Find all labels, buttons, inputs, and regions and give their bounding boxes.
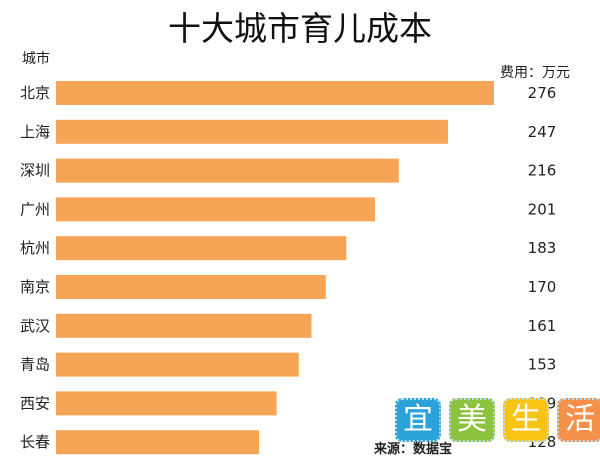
category-label: 上海 [20,123,50,141]
y-axis-label: 城市 [22,51,50,67]
source-note: 来源：数据宝 [374,442,453,456]
value-label: 201 [528,200,557,218]
value-label: 276 [528,84,557,102]
bar [56,119,448,144]
watermark-char: 生 [503,398,549,442]
category-label: 南京 [20,278,50,296]
watermark-char: 活 [557,398,600,442]
value-label: 216 [528,162,557,180]
category-label: 北京 [20,84,50,102]
watermark-logo: 宜美生活 [395,398,600,442]
chart-title: 十大城市育儿成本 [168,9,432,48]
category-label: 杭州 [20,239,50,257]
value-label: 170 [528,278,557,296]
category-label: 西安 [20,394,50,412]
watermark-char: 美 [449,398,495,442]
category-label: 武汉 [20,317,50,335]
bar [56,236,347,261]
category-label: 长春 [20,433,50,451]
value-label: 161 [528,317,557,335]
bar [56,430,260,455]
bar [56,158,399,183]
value-label: 247 [528,123,557,141]
category-label: 广州 [20,200,50,218]
value-label: 183 [528,239,557,257]
unit-label: 费用：万元 [500,65,570,81]
watermark-char: 宜 [395,398,441,442]
bar [56,197,375,222]
category-label: 深圳 [20,162,50,180]
bar [56,352,299,377]
bar [56,275,326,299]
category-label: 青岛 [20,356,50,374]
value-label: 153 [528,356,557,374]
bar [56,391,277,416]
bar [56,81,494,105]
bar [56,313,312,338]
